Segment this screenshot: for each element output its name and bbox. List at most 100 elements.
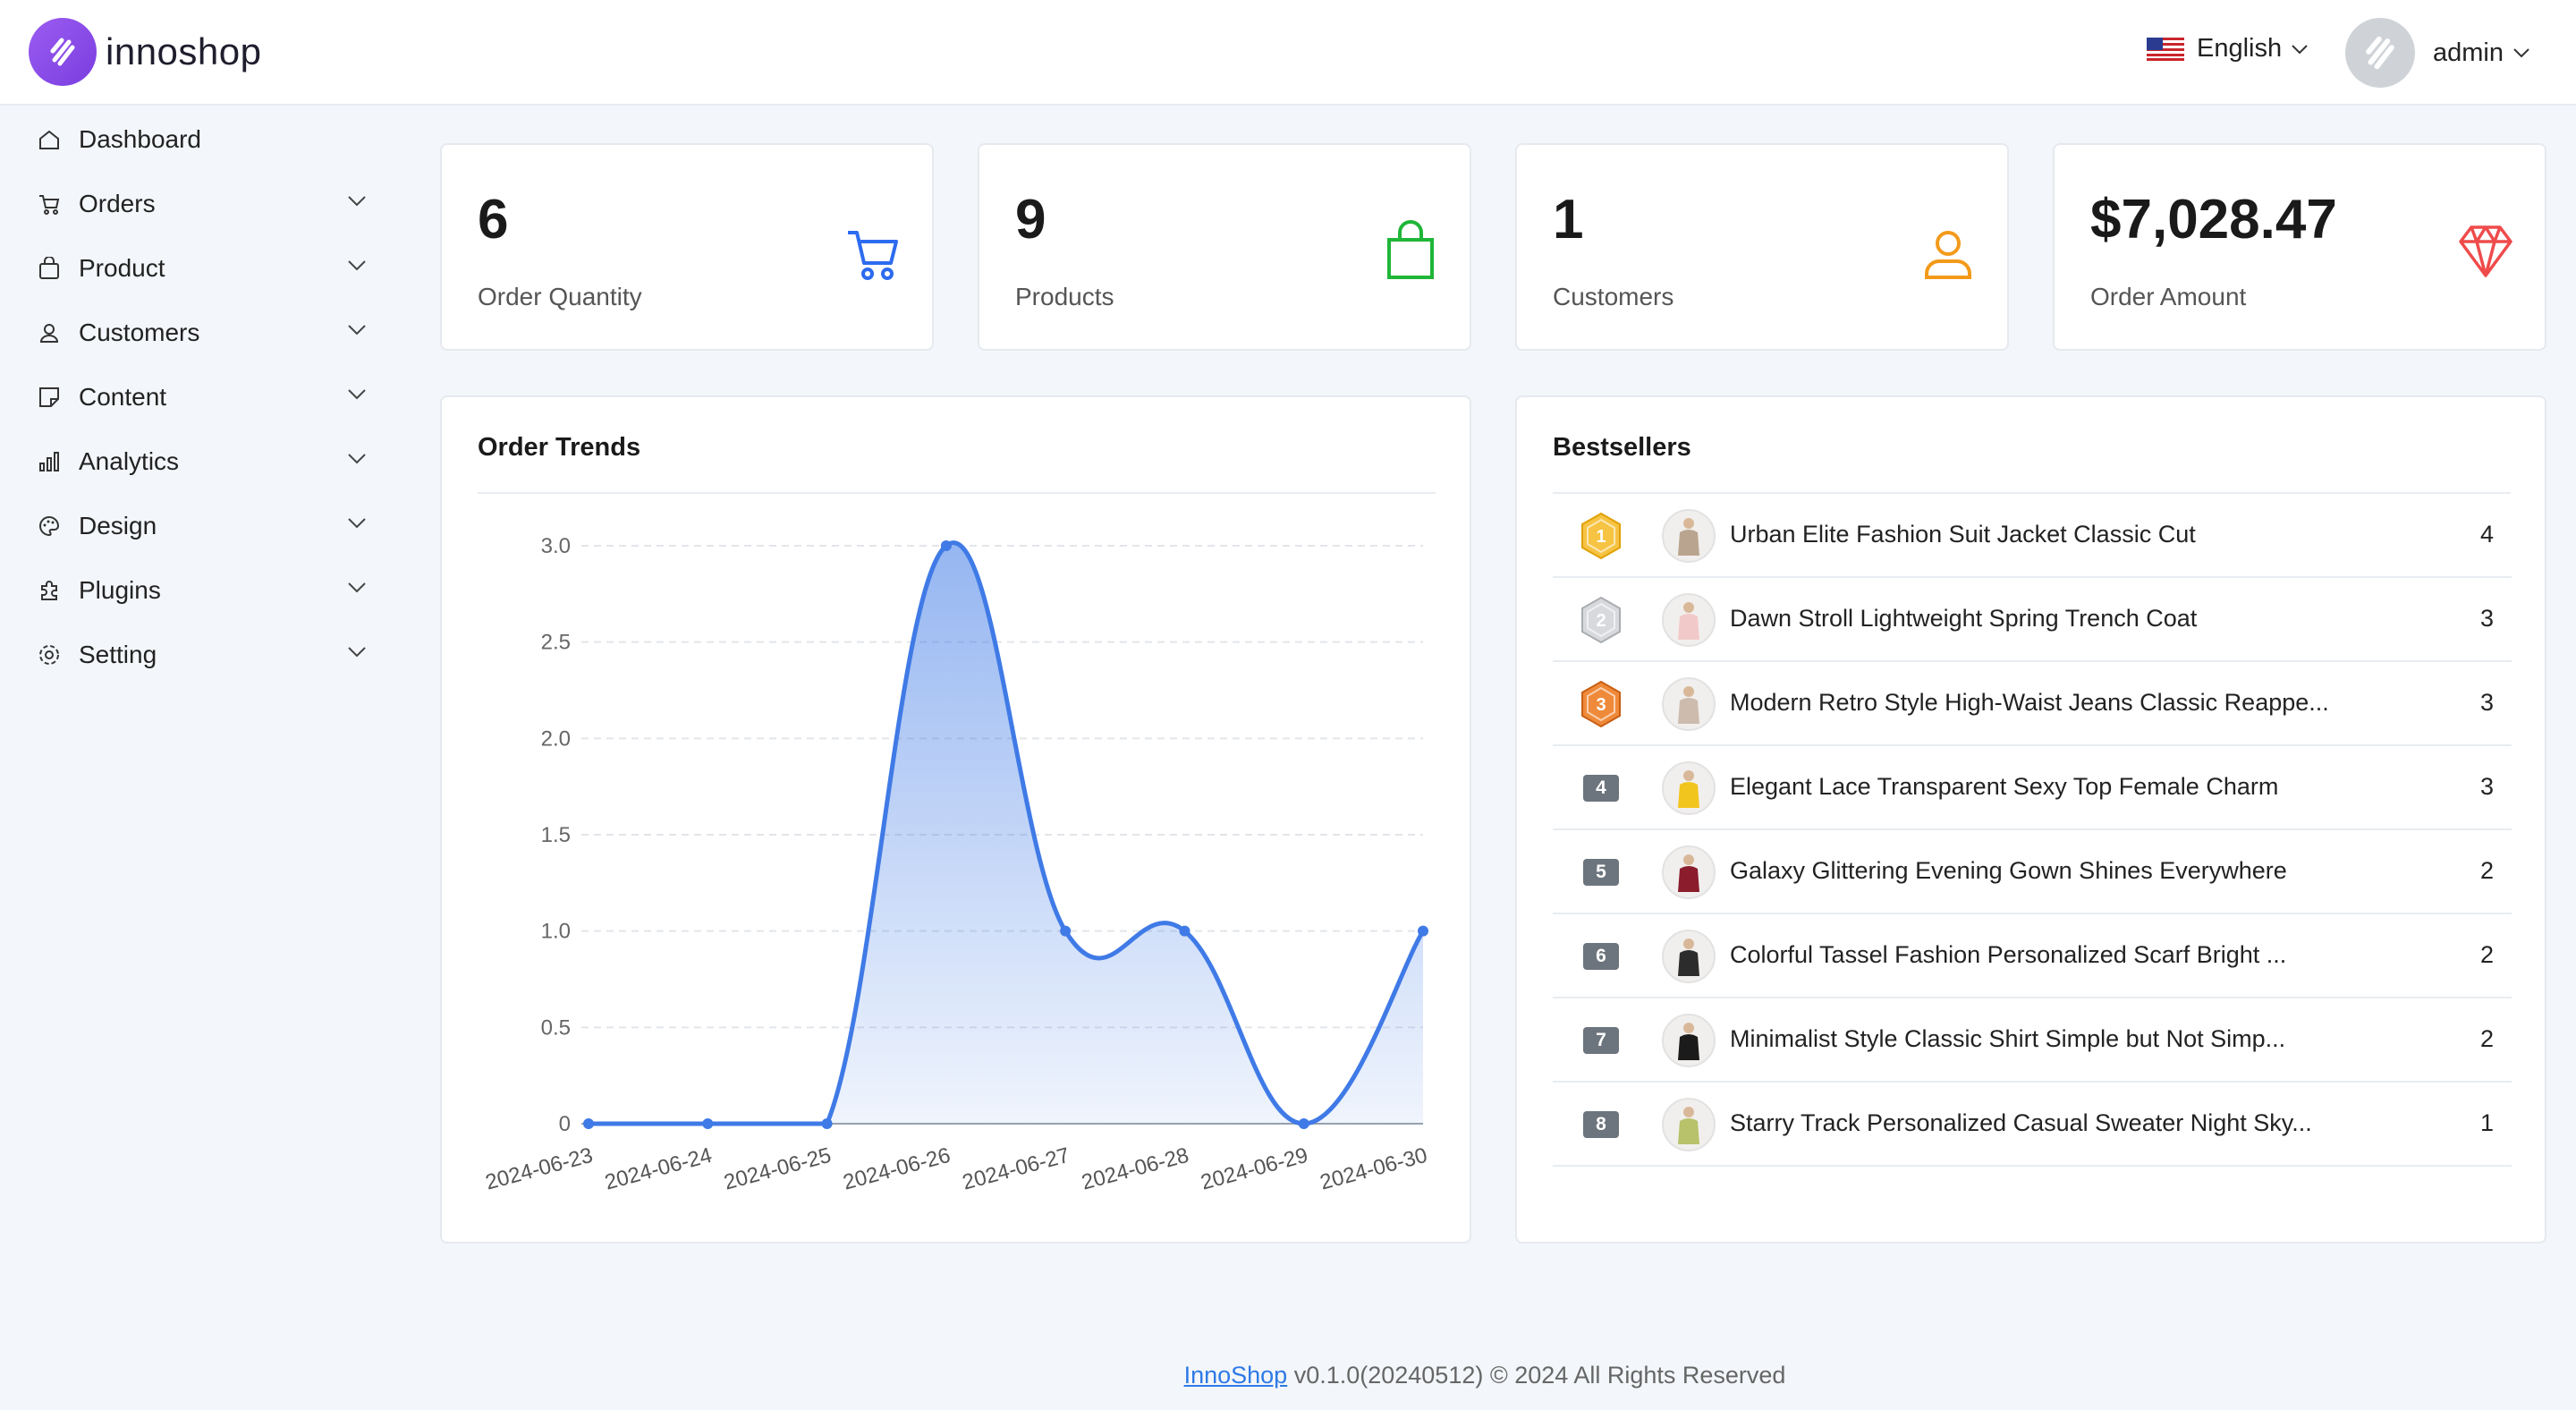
chevron-down-icon [348, 196, 366, 207]
footer-link[interactable]: InnoShop [1183, 1362, 1288, 1389]
product-name[interactable]: Modern Retro Style High-Waist Jeans Clas… [1730, 689, 2329, 716]
product-thumbnail[interactable] [1662, 1098, 1716, 1151]
stat-value: $7,028.47 [2090, 189, 2337, 251]
user-menu[interactable]: admin [2345, 18, 2530, 88]
product-thumbnail[interactable] [1662, 509, 1716, 563]
brand-name: innoshop [106, 30, 262, 72]
sidebar-item-content[interactable]: Content [0, 365, 394, 429]
sidebar-item-plugins[interactable]: Plugins [0, 558, 394, 623]
data-point[interactable] [583, 1118, 594, 1129]
data-point[interactable] [1179, 925, 1191, 937]
data-point[interactable] [821, 1118, 833, 1129]
stat-label: Products [1015, 283, 1114, 310]
stat-card-customers[interactable]: 1 Customers [1515, 143, 2009, 351]
rank-number: 1 [1596, 527, 1606, 547]
product-name[interactable]: Starry Track Personalized Casual Sweater… [1730, 1109, 2312, 1136]
data-point[interactable] [940, 540, 952, 551]
sidebar-item-label: Dashboard [79, 125, 201, 153]
list-item[interactable]: 2 Dawn Stroll Lightweight Spring Trench … [1553, 578, 2512, 662]
product-name[interactable]: Galaxy Glittering Evening Gown Shines Ev… [1730, 857, 2287, 884]
product-name[interactable]: Minimalist Style Classic Shirt Simple bu… [1730, 1025, 2286, 1052]
divider [1553, 492, 2511, 494]
top-header: innoshop English admin [0, 0, 2576, 106]
x-tick-label: 2024-06-25 [722, 1143, 835, 1195]
sidebar-item-customers[interactable]: Customers [0, 301, 394, 365]
product-quantity: 3 [2479, 689, 2494, 716]
product-name[interactable]: Dawn Stroll Lightweight Spring Trench Co… [1730, 605, 2198, 632]
product-quantity: 2 [2479, 1025, 2494, 1052]
medal-icon: 3 [1581, 680, 1621, 728]
y-tick-label: 2.5 [541, 631, 571, 655]
chevron-down-icon [348, 518, 366, 529]
list-item[interactable]: 7 Minimalist Style Classic Shirt Simple … [1553, 998, 2512, 1083]
stat-label: Customers [1553, 283, 1674, 310]
user-name: admin [2433, 38, 2504, 67]
chevron-down-icon [348, 389, 366, 400]
sidebar: Dashboard Orders Product Customers Conte… [0, 107, 394, 687]
product-thumbnail[interactable] [1662, 761, 1716, 815]
sidebar-item-design[interactable]: Design [0, 494, 394, 558]
list-item[interactable]: 6 Colorful Tassel Fashion Personalized S… [1553, 914, 2512, 998]
sidebar-item-analytics[interactable]: Analytics [0, 429, 394, 494]
data-point[interactable] [1418, 925, 1428, 937]
x-tick-label: 2024-06-24 [602, 1143, 715, 1195]
series-area [589, 542, 1423, 1124]
stat-value: 1 [1553, 189, 1584, 251]
data-point[interactable] [702, 1118, 714, 1129]
brand-logo[interactable]: innoshop [29, 18, 261, 86]
stat-label: Order Quantity [478, 283, 642, 310]
rank-number: 3 [1596, 695, 1606, 715]
product-thumbnail[interactable] [1662, 1014, 1716, 1067]
data-point[interactable] [1060, 925, 1072, 937]
language-selector[interactable]: English [2147, 34, 2309, 64]
sidebar-item-label: Design [79, 512, 157, 539]
y-tick-label: 0.5 [541, 1015, 571, 1040]
product-thumbnail[interactable] [1662, 930, 1716, 983]
product-name[interactable]: Urban Elite Fashion Suit Jacket Classic … [1730, 521, 2196, 548]
palette-icon [36, 513, 63, 539]
data-point[interactable] [1298, 1118, 1309, 1129]
sidebar-item-label: Setting [79, 641, 157, 668]
stat-card-products[interactable]: 9 Products [978, 143, 1471, 351]
rank: 5 [1578, 852, 1624, 893]
avatar [2345, 18, 2415, 88]
bestsellers-panel: Bestsellers 1 Urban Elite Fashion Suit J… [1515, 395, 2546, 1244]
list-item[interactable]: 4 Elegant Lace Transparent Sexy Top Fema… [1553, 746, 2512, 830]
rank: 8 [1578, 1104, 1624, 1145]
note-icon [36, 384, 63, 411]
language-label: English [2197, 34, 2283, 63]
y-tick-label: 3.0 [541, 534, 571, 558]
product-quantity: 2 [2479, 941, 2494, 968]
shopping-bag-icon [1387, 220, 1434, 279]
sidebar-item-orders[interactable]: Orders [0, 172, 394, 236]
list-item[interactable]: 1 Urban Elite Fashion Suit Jacket Classi… [1553, 494, 2512, 578]
stat-card-orders[interactable]: 6 Order Quantity [440, 143, 934, 351]
bestsellers-list: 1 Urban Elite Fashion Suit Jacket Classi… [1553, 494, 2512, 1167]
product-thumbnail[interactable] [1662, 593, 1716, 647]
rank-badge: 5 [1583, 859, 1619, 886]
rank: 3 [1578, 680, 1624, 728]
list-item[interactable]: 8 Starry Track Personalized Casual Sweat… [1553, 1083, 2512, 1167]
product-image-icon [1678, 518, 1699, 556]
sidebar-item-setting[interactable]: Setting [0, 623, 394, 687]
sidebar-item-product[interactable]: Product [0, 236, 394, 301]
product-quantity: 3 [2479, 605, 2494, 632]
product-thumbnail[interactable] [1662, 677, 1716, 731]
gear-icon [36, 641, 63, 668]
panel-title: Order Trends [478, 433, 641, 462]
rank-badge: 6 [1583, 943, 1619, 970]
sidebar-item-dashboard[interactable]: Dashboard [0, 107, 394, 172]
product-thumbnail[interactable] [1662, 845, 1716, 899]
list-item[interactable]: 3 Modern Retro Style High-Waist Jeans Cl… [1553, 662, 2512, 746]
x-tick-label: 2024-06-26 [841, 1143, 953, 1195]
product-quantity: 1 [2479, 1109, 2494, 1136]
bar-chart-icon [36, 448, 63, 475]
product-image-icon [1678, 770, 1699, 808]
list-item[interactable]: 5 Galaxy Glittering Evening Gown Shines … [1553, 830, 2512, 914]
medal-icon: 2 [1581, 596, 1621, 644]
product-name[interactable]: Elegant Lace Transparent Sexy Top Female… [1730, 773, 2279, 800]
product-name[interactable]: Colorful Tassel Fashion Personalized Sca… [1730, 941, 2287, 968]
stat-card-amount[interactable]: $7,028.47 Order Amount [2053, 143, 2546, 351]
product-image-icon [1678, 1023, 1699, 1060]
